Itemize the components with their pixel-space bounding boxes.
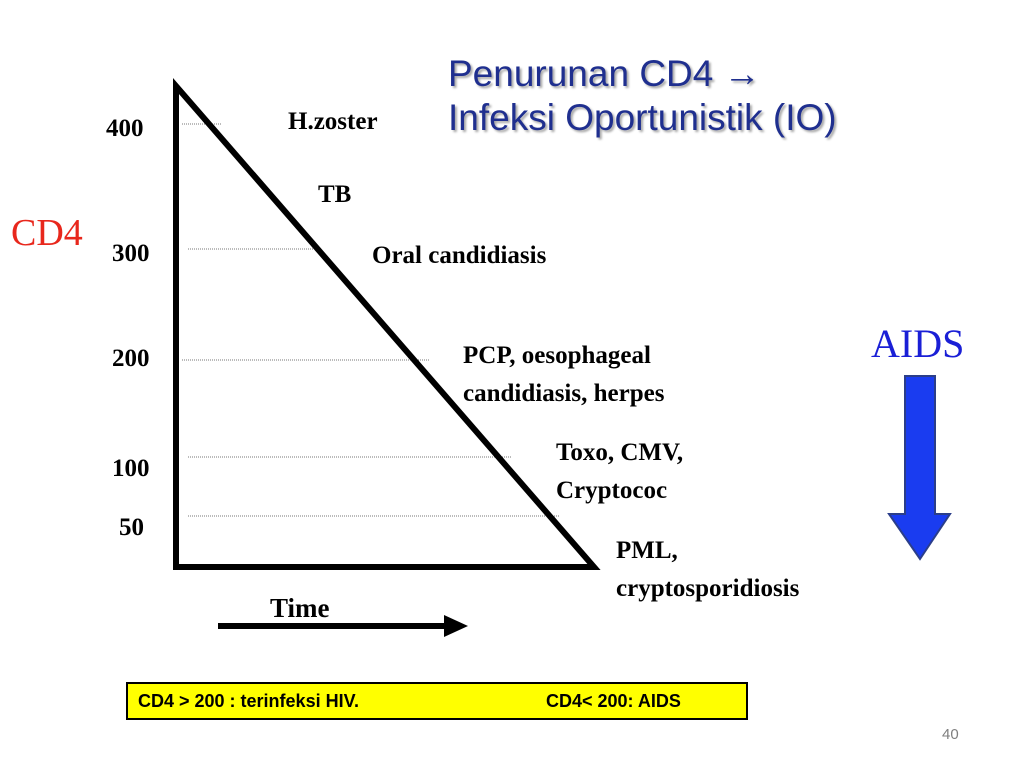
event-toxo-line-2: Cryptococ bbox=[556, 477, 668, 504]
event-pcp-line-1: PCP, oesophageal bbox=[463, 342, 651, 369]
note-hiv-infected: CD4 > 200 : terinfeksi HIV. bbox=[138, 691, 359, 711]
aids-down-arrow bbox=[887, 375, 952, 561]
tick-label-400: 400 bbox=[106, 115, 144, 142]
event-pml-line-1: PML, bbox=[616, 537, 678, 564]
title-line-2: Infeksi Oportunistik (IO) bbox=[448, 97, 837, 138]
aids-label: AIDS bbox=[871, 321, 965, 366]
slide-title: Penurunan CD4 → Infeksi Oportunistik (IO… bbox=[448, 52, 837, 140]
event-pcp: PCP, oesophageal candidiasis, herpes bbox=[463, 337, 664, 413]
cd4-axis-label: CD4 bbox=[11, 212, 83, 254]
time-axis-label: Time bbox=[270, 593, 330, 623]
note-aids: CD4< 200: AIDS bbox=[546, 691, 681, 711]
cd4-decline-triangle bbox=[173, 77, 601, 570]
event-pcp-line-2: candidiasis, herpes bbox=[463, 380, 665, 407]
threshold-note-box: CD4 > 200 : terinfeksi HIV. CD4< 200: AI… bbox=[126, 682, 748, 720]
time-arrow-head bbox=[444, 615, 468, 637]
event-pml-line-2: cryptosporidiosis bbox=[616, 575, 800, 602]
event-oral-candidiasis: Oral candidiasis bbox=[372, 242, 547, 269]
event-pml: PML, cryptosporidiosis bbox=[616, 532, 799, 608]
event-tb: TB bbox=[318, 181, 352, 208]
page-number: 40 bbox=[942, 726, 959, 743]
tick-label-100: 100 bbox=[112, 455, 150, 482]
event-toxo-line-1: Toxo, CMV, bbox=[556, 439, 684, 466]
event-hzoster: H.zoster bbox=[288, 108, 378, 135]
tick-label-300: 300 bbox=[112, 240, 150, 267]
event-toxo: Toxo, CMV, Cryptococ bbox=[556, 434, 683, 510]
tick-label-50: 50 bbox=[119, 514, 144, 541]
tick-label-200: 200 bbox=[112, 345, 150, 372]
title-line-1: Penurunan CD4 → bbox=[448, 53, 761, 94]
